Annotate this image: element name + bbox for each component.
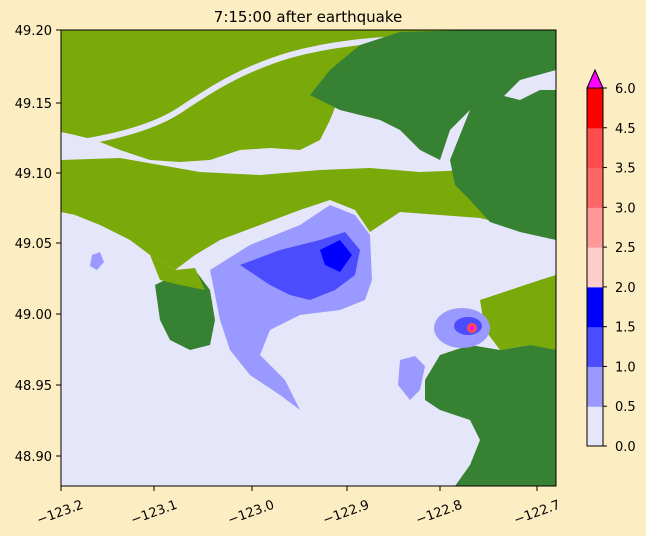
colorbar-bin <box>587 247 603 288</box>
colorbar-extend-arrow <box>586 68 604 89</box>
y-tick-label: 49.00 <box>15 308 52 323</box>
colorbar-bin <box>587 406 603 447</box>
colorbar-bin <box>587 127 603 169</box>
land-middle <box>61 158 556 270</box>
colorbar-bin <box>587 286 603 328</box>
land-northeast-dark <box>310 30 556 160</box>
colorbar: 6.0 4.5 3.5 3.0 2.5 2.0 1.5 1.0 0.5 0.0 <box>586 68 636 455</box>
land-southeast-dark <box>425 345 556 486</box>
y-tick-label: 48.95 <box>15 379 52 394</box>
x-tick-label: −122.7 <box>512 498 562 529</box>
colorbar-tick-label: 4.5 <box>615 122 636 137</box>
colorbar-bin <box>587 207 603 248</box>
land-east-dark <box>450 90 556 240</box>
y-tick-label: 49.05 <box>15 237 52 252</box>
y-axis: 49.20 49.15 49.10 49.05 49.00 48.95 48.9… <box>15 24 61 465</box>
river-channel <box>61 35 421 148</box>
colorbar-tick-label: 2.5 <box>615 241 636 256</box>
x-tick-label: −122.9 <box>321 498 371 529</box>
colorbar-tick-label: 1.5 <box>615 321 636 336</box>
x-tick-label: −123.0 <box>226 498 276 529</box>
colorbar-tick-label: 0.5 <box>615 400 636 415</box>
inundation-patch-west <box>90 252 104 270</box>
colorbar-frame <box>586 87 604 447</box>
inundation-patch-south <box>398 356 425 400</box>
x-axis: −123.2 −123.1 −123.0 −122.9 −122.8 −122.… <box>35 486 562 528</box>
inundation-level-3 <box>320 240 352 272</box>
y-tick-label: 49.10 <box>15 167 52 182</box>
colorbar-tick-label: 6.0 <box>615 82 636 97</box>
colorbar-tick-label: 3.0 <box>615 201 636 216</box>
colorbar-ticks: 6.0 4.5 3.5 3.0 2.5 2.0 1.5 1.0 0.5 0.0 <box>603 82 636 455</box>
colorbar-tick-label: 3.5 <box>615 162 636 177</box>
y-tick-label: 49.20 <box>15 24 52 39</box>
map-title: 7:15:00 after earthquake <box>214 8 402 26</box>
land-southeast-light <box>480 275 556 350</box>
x-tick-label: −122.8 <box>414 498 464 529</box>
colorbar-tick-label: 2.0 <box>615 281 636 296</box>
axes-frame <box>60 29 557 487</box>
inundation-hotspot-center <box>470 326 474 330</box>
y-tick-label: 49.15 <box>15 97 52 112</box>
colorbar-bin <box>587 167 603 208</box>
colorbar-bin <box>587 366 603 407</box>
colorbar-bin <box>587 88 603 129</box>
colorbar-bin <box>587 326 603 367</box>
map-area <box>61 30 556 486</box>
x-tick-label: −123.1 <box>129 498 179 529</box>
colorbar-tick-label: 1.0 <box>615 360 636 375</box>
land-north <box>61 30 556 162</box>
y-tick-label: 48.90 <box>15 450 52 465</box>
x-tick-label: −123.2 <box>35 498 85 529</box>
colorbar-bins <box>587 88 603 447</box>
land-peninsula-dark <box>155 270 215 350</box>
colorbar-tick-label: 0.0 <box>615 440 636 455</box>
land-peninsula-light <box>150 255 205 290</box>
